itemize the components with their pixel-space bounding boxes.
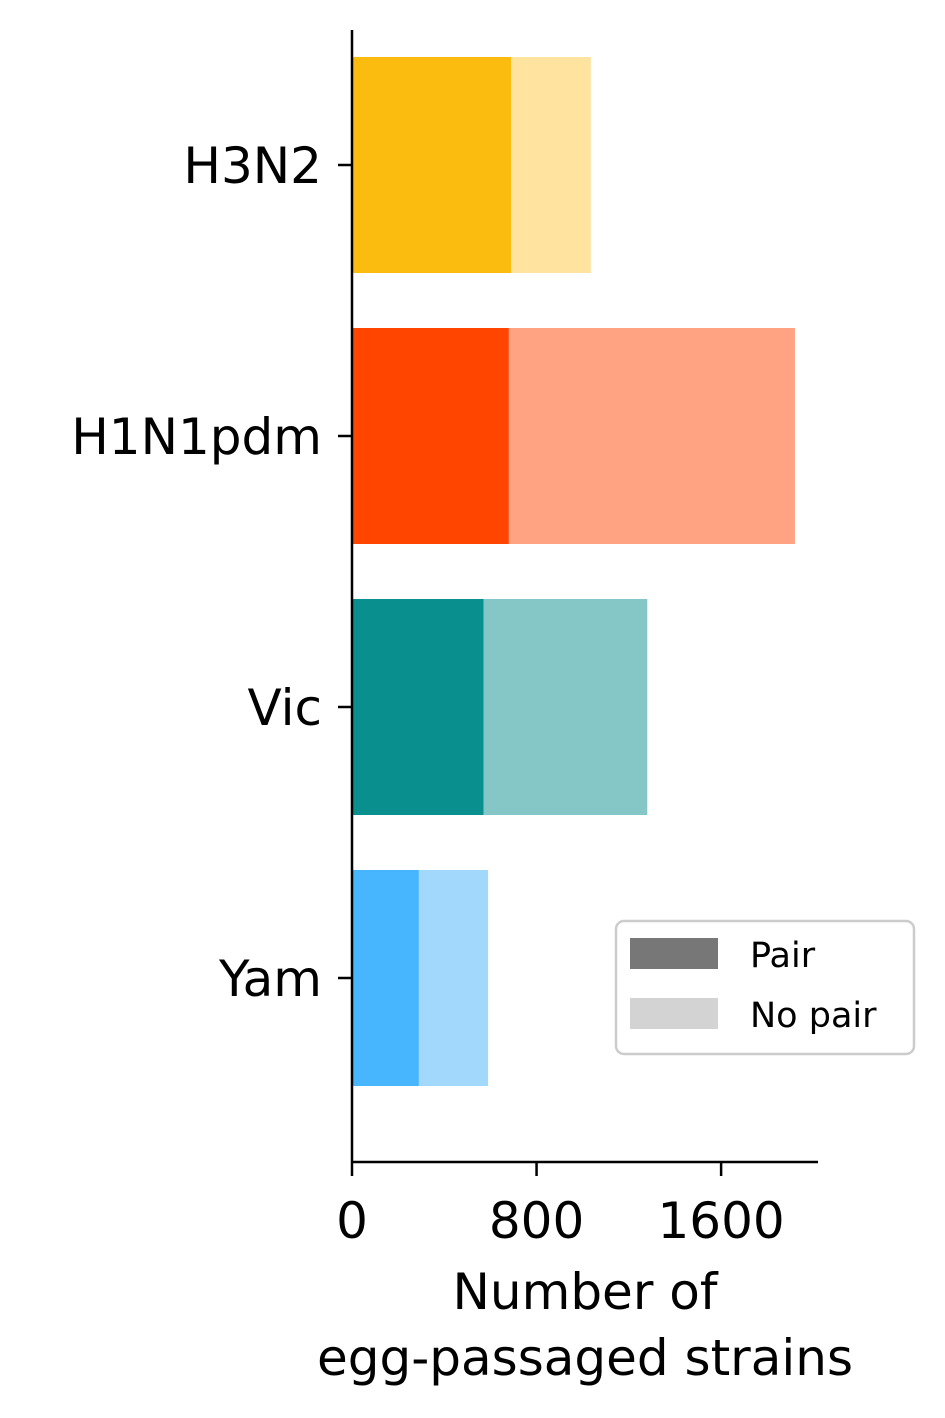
bar-yam-no-pair	[418, 870, 489, 1086]
bars-group	[352, 57, 795, 1086]
bar-vic-no-pair	[483, 599, 648, 815]
bar-h1n1pdm-pair	[352, 328, 509, 544]
bar-h1n1pdm-no-pair	[508, 328, 795, 544]
x-ticks-group: 0 800 1600	[336, 1162, 785, 1250]
y-tick-label-vic: Vic	[248, 679, 323, 737]
x-tick-label-0: 0	[336, 1192, 368, 1250]
legend-swatch-no-pair	[630, 998, 718, 1029]
bar-h3n2-pair	[352, 57, 512, 273]
y-tick-label-h3n2: H3N2	[183, 137, 322, 195]
x-tick-label-1600: 1600	[657, 1192, 784, 1250]
y-tick-label-h1n1pdm: H1N1pdm	[71, 408, 322, 466]
legend-label-no-pair: No pair	[750, 996, 877, 1036]
x-axis-title-line-2: egg-passaged strains	[317, 1329, 853, 1387]
y-ticks-group: H3N2 H1N1pdm Vic Yam	[71, 137, 352, 1008]
bar-vic-pair	[352, 599, 484, 815]
bar-h3n2-no-pair	[511, 57, 591, 273]
legend: Pair No pair	[614, 919, 916, 1056]
y-tick-label-yam: Yam	[218, 950, 322, 1008]
legend-swatch-pair	[630, 938, 718, 969]
x-axis-title-line-1: Number of	[453, 1263, 719, 1321]
bar-yam-pair	[352, 870, 419, 1086]
x-tick-label-800: 800	[489, 1192, 584, 1250]
legend-label-pair: Pair	[750, 936, 816, 976]
